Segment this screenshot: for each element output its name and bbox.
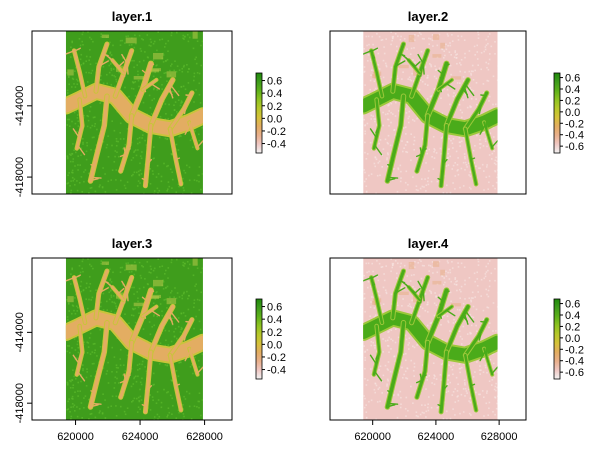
plot-frame (31, 30, 233, 195)
colorbar-tick-label: 0.4 (565, 310, 580, 322)
panel-title: layer.2 (408, 9, 449, 24)
y-tick-label: -414000 (14, 312, 26, 352)
colorbar-tick-label: 0.6 (267, 76, 282, 88)
panel-title: layer.1 (112, 9, 153, 24)
x-tick-label: 624000 (418, 431, 455, 443)
x-tick-label: 620000 (57, 431, 94, 443)
y-tick-label: -414000 (14, 86, 26, 126)
colorbar-tick-label: 0.6 (565, 299, 580, 311)
colorbar-tick-label: -0.4 (267, 365, 286, 377)
x-tick-label: 628000 (481, 431, 518, 443)
colorbar (255, 72, 263, 154)
plot-frame (329, 257, 527, 421)
x-tick-label: 620000 (354, 431, 391, 443)
x-tick-label: 624000 (122, 431, 159, 443)
panel-title: layer.3 (112, 236, 153, 251)
x-tick-label: 628000 (186, 431, 223, 443)
y-tick-label: -418000 (14, 383, 26, 423)
colorbar-tick-label: 0.2 (267, 327, 282, 339)
raster-image (363, 258, 498, 420)
colorbar-tick-label: 0.6 (565, 73, 580, 85)
colorbar (553, 72, 561, 154)
colorbar-tick-label: 0.2 (565, 321, 580, 333)
colorbar-tick-label: -0.6 (565, 141, 584, 153)
colorbar-tick-label: 0.4 (565, 84, 580, 96)
colorbar-tick-label: -0.2 (267, 126, 286, 138)
colorbar-tick-label: 0.4 (267, 314, 282, 326)
panel-3: layer.3 -414000 -418000 620000 624000 628000 0… (14, 236, 286, 443)
colorbar-tick-label: 0.0 (565, 107, 580, 119)
colorbar-tick-label: -0.2 (565, 118, 584, 130)
panel-1: layer.1 -414000 -418000 0.60.40.20.0-0.2-0.… (14, 9, 286, 197)
colorbar-tick-label: 0.0 (267, 339, 282, 351)
colorbar-tick-label: -0.2 (267, 352, 286, 364)
colorbar-tick-label: 0.0 (267, 113, 282, 125)
colorbar (553, 298, 561, 380)
colorbar-tick-label: -0.4 (565, 130, 584, 142)
raster-image (65, 31, 203, 194)
raster-image (65, 258, 203, 420)
plot-frame (31, 257, 233, 421)
colorbar-tick-label: 0.0 (565, 333, 580, 345)
colorbar-tick-label: 0.4 (267, 88, 282, 100)
colorbar-tick-label: 0.6 (267, 302, 282, 314)
colorbar-tick-label: -0.2 (565, 344, 584, 356)
y-tick-label: -418000 (14, 157, 26, 197)
colorbar-tick-label: -0.4 (565, 356, 584, 368)
colorbar-tick-label: -0.4 (267, 139, 286, 151)
plot-frame (329, 30, 527, 195)
colorbar-tick-label: 0.2 (267, 101, 282, 113)
raster-image (363, 31, 498, 194)
colorbar (255, 298, 263, 380)
panel-2: layer.2 0.60.40.20.0-0.2-0.4-0.6 (329, 9, 584, 195)
panel-title: layer.4 (408, 236, 449, 251)
colorbar-tick-label: 0.2 (565, 95, 580, 107)
colorbar-tick-label: -0.6 (565, 367, 584, 379)
